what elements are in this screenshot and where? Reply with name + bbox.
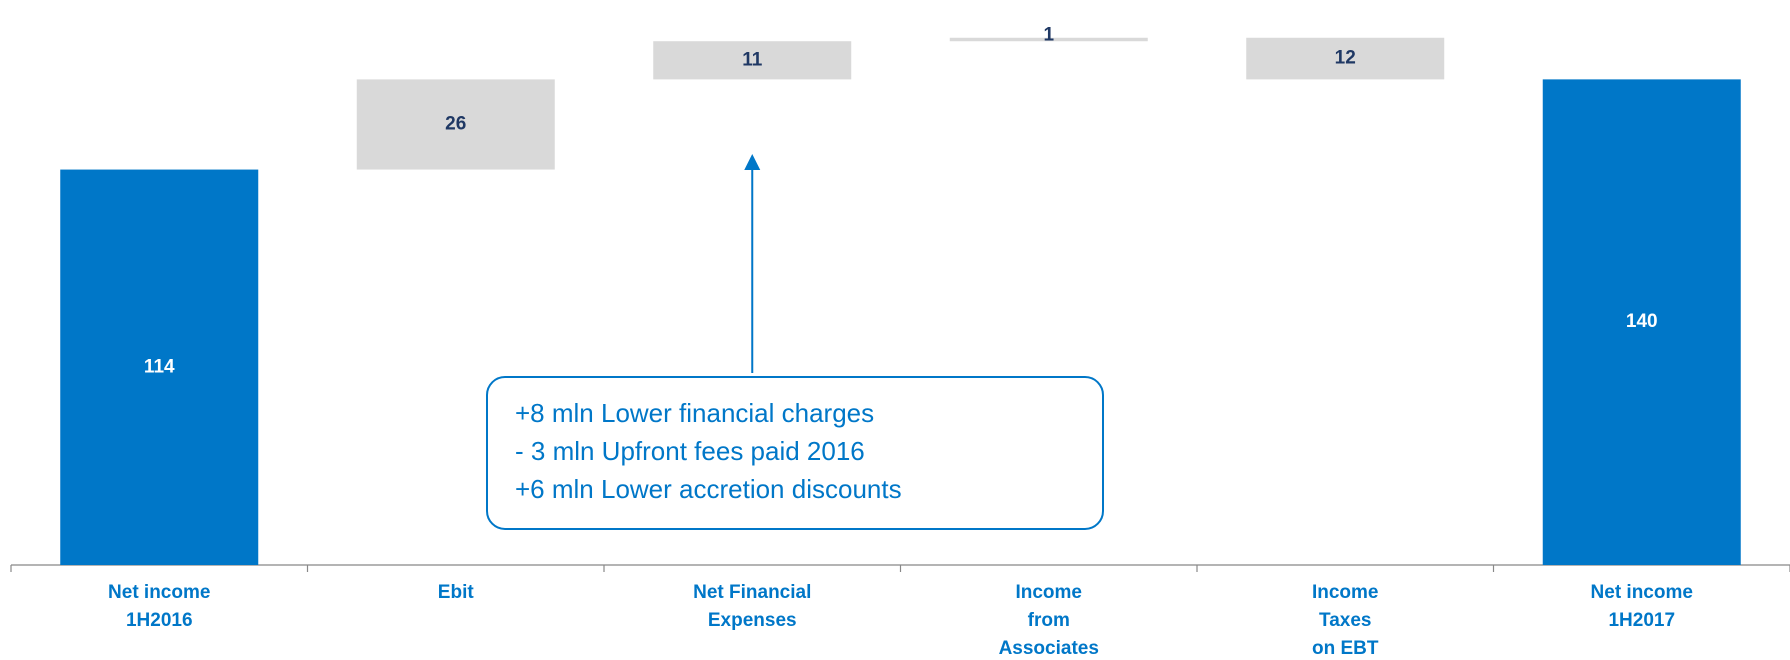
category-label: Net income — [1591, 582, 1693, 603]
callout-arrowhead — [744, 154, 761, 170]
category-label: Ebit — [438, 582, 475, 603]
category-label: 1H2017 — [1608, 610, 1675, 631]
category-label: Net Financial — [693, 582, 811, 603]
value-label: 140 — [1626, 311, 1658, 332]
value-label: 12 — [1335, 48, 1356, 69]
category-label: from — [1028, 610, 1070, 631]
step-bar — [356, 79, 555, 170]
step-bar — [653, 41, 852, 80]
category-label: Net income — [108, 582, 210, 603]
category-label: Associates — [999, 638, 1099, 659]
callout-text: - 3 mln Upfront fees paid 2016 — [515, 436, 865, 466]
category-label: Taxes — [1319, 610, 1371, 631]
total-bar — [60, 169, 259, 565]
value-label: 26 — [445, 113, 466, 134]
callout-box — [486, 376, 1104, 530]
category-label: on EBT — [1312, 638, 1379, 659]
value-label: 114 — [144, 356, 175, 377]
category-label: Expenses — [708, 610, 797, 631]
total-bar — [1542, 79, 1741, 565]
value-label: 1 — [1043, 25, 1054, 46]
category-label: Income — [1312, 582, 1379, 603]
category-label: Income — [1015, 582, 1082, 603]
value-label: 11 — [742, 49, 763, 70]
callout-text: +6 mln Lower accretion discounts — [515, 474, 902, 504]
category-label: 1H2016 — [126, 610, 193, 631]
step-bar — [949, 37, 1148, 42]
step-bar — [1246, 37, 1445, 80]
callout-text: +8 mln Lower financial charges — [515, 398, 874, 428]
